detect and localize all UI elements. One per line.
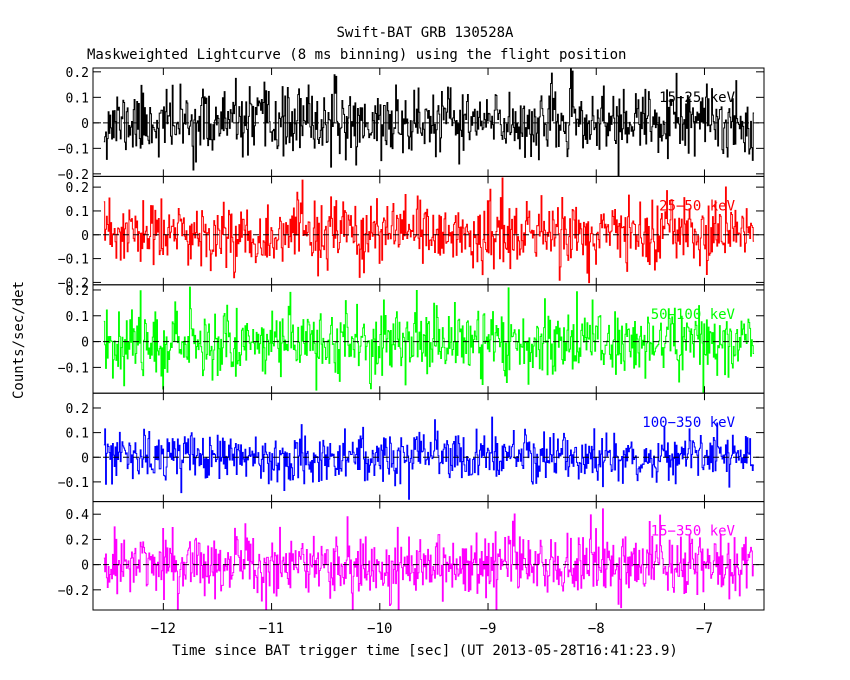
y-tick-label: 0.2 bbox=[66, 181, 89, 196]
y-tick-label: −0.1 bbox=[58, 361, 89, 376]
series-line bbox=[103, 416, 755, 500]
y-tick-label: 0.1 bbox=[66, 205, 89, 220]
y-tick-label: −0.1 bbox=[58, 476, 89, 491]
y-tick-label: 0.2 bbox=[66, 402, 89, 417]
band-label: 15−350 keV bbox=[651, 524, 736, 540]
panel-4: −0.1 0 0.1 0.2 100−350 keV bbox=[58, 392, 765, 503]
x-tick-label: −9 bbox=[480, 621, 497, 637]
panel-2: −0.2 −0.1 0 0.1 0.2 25−50 keV bbox=[58, 175, 765, 291]
band-label: 25−50 keV bbox=[659, 198, 735, 214]
series-line bbox=[103, 68, 755, 177]
y-tick-label: 0.2 bbox=[66, 284, 89, 299]
y-tick-label: 0.2 bbox=[66, 66, 89, 81]
x-tick-label: −8 bbox=[588, 621, 605, 637]
y-tick-label: 0 bbox=[81, 117, 89, 132]
y-tick-label: −0.2 bbox=[58, 168, 89, 183]
band-label: 15−25 keV bbox=[659, 90, 735, 106]
y-tick-label: −0.2 bbox=[58, 584, 89, 599]
band-label: 100−350 keV bbox=[642, 415, 735, 431]
panels-group: −0.2 −0.1 0 0.1 0.2 15−25 keV −0.2 −0.1 0 0.1 0.2 2… bbox=[58, 66, 765, 611]
y-tick-label: 0 bbox=[81, 336, 89, 351]
x-tick-label: −11 bbox=[259, 621, 284, 637]
y-tick-label: 0.1 bbox=[66, 310, 89, 325]
y-tick-label: 0.4 bbox=[66, 508, 90, 523]
panel-1: −0.2 −0.1 0 0.1 0.2 15−25 keV bbox=[58, 66, 765, 183]
chart-subtitle: Maskweighted Lightcurve (8 ms binning) u… bbox=[87, 47, 626, 63]
series-line bbox=[103, 286, 755, 393]
y-axis-label: Counts/sec/det bbox=[11, 281, 27, 399]
y-tick-label: 0 bbox=[81, 451, 89, 466]
y-tick-label: 0.1 bbox=[66, 91, 89, 106]
y-tick-label: 0 bbox=[81, 229, 89, 244]
x-tick-label: −10 bbox=[367, 621, 392, 637]
chart-title: Swift-BAT GRB 130528A bbox=[336, 25, 514, 41]
x-tick-label: −12 bbox=[151, 621, 176, 637]
x-axis: −12 −11 −10 −9 −8 −7 bbox=[151, 621, 713, 637]
y-tick-label: −0.1 bbox=[58, 142, 89, 157]
panel-3: −0.1 0 0.1 0.2 50−100 keV bbox=[58, 284, 765, 394]
panel-5: −0.2 0 0.2 0.4 15−350 keV bbox=[58, 501, 765, 611]
band-label: 50−100 keV bbox=[651, 307, 736, 323]
y-tick-label: −0.2 bbox=[58, 276, 89, 291]
panel-frame bbox=[92, 501, 765, 611]
y-tick-label: 0.1 bbox=[66, 427, 89, 442]
y-tick-label: 0 bbox=[81, 559, 89, 574]
y-tick-label: −0.1 bbox=[58, 253, 89, 268]
y-tick-label: 0.2 bbox=[66, 533, 89, 548]
x-axis-label: Time since BAT trigger time [sec] (UT 20… bbox=[172, 643, 678, 659]
series-line bbox=[103, 508, 755, 611]
x-tick-label: −7 bbox=[696, 621, 713, 637]
series-line bbox=[103, 177, 755, 284]
